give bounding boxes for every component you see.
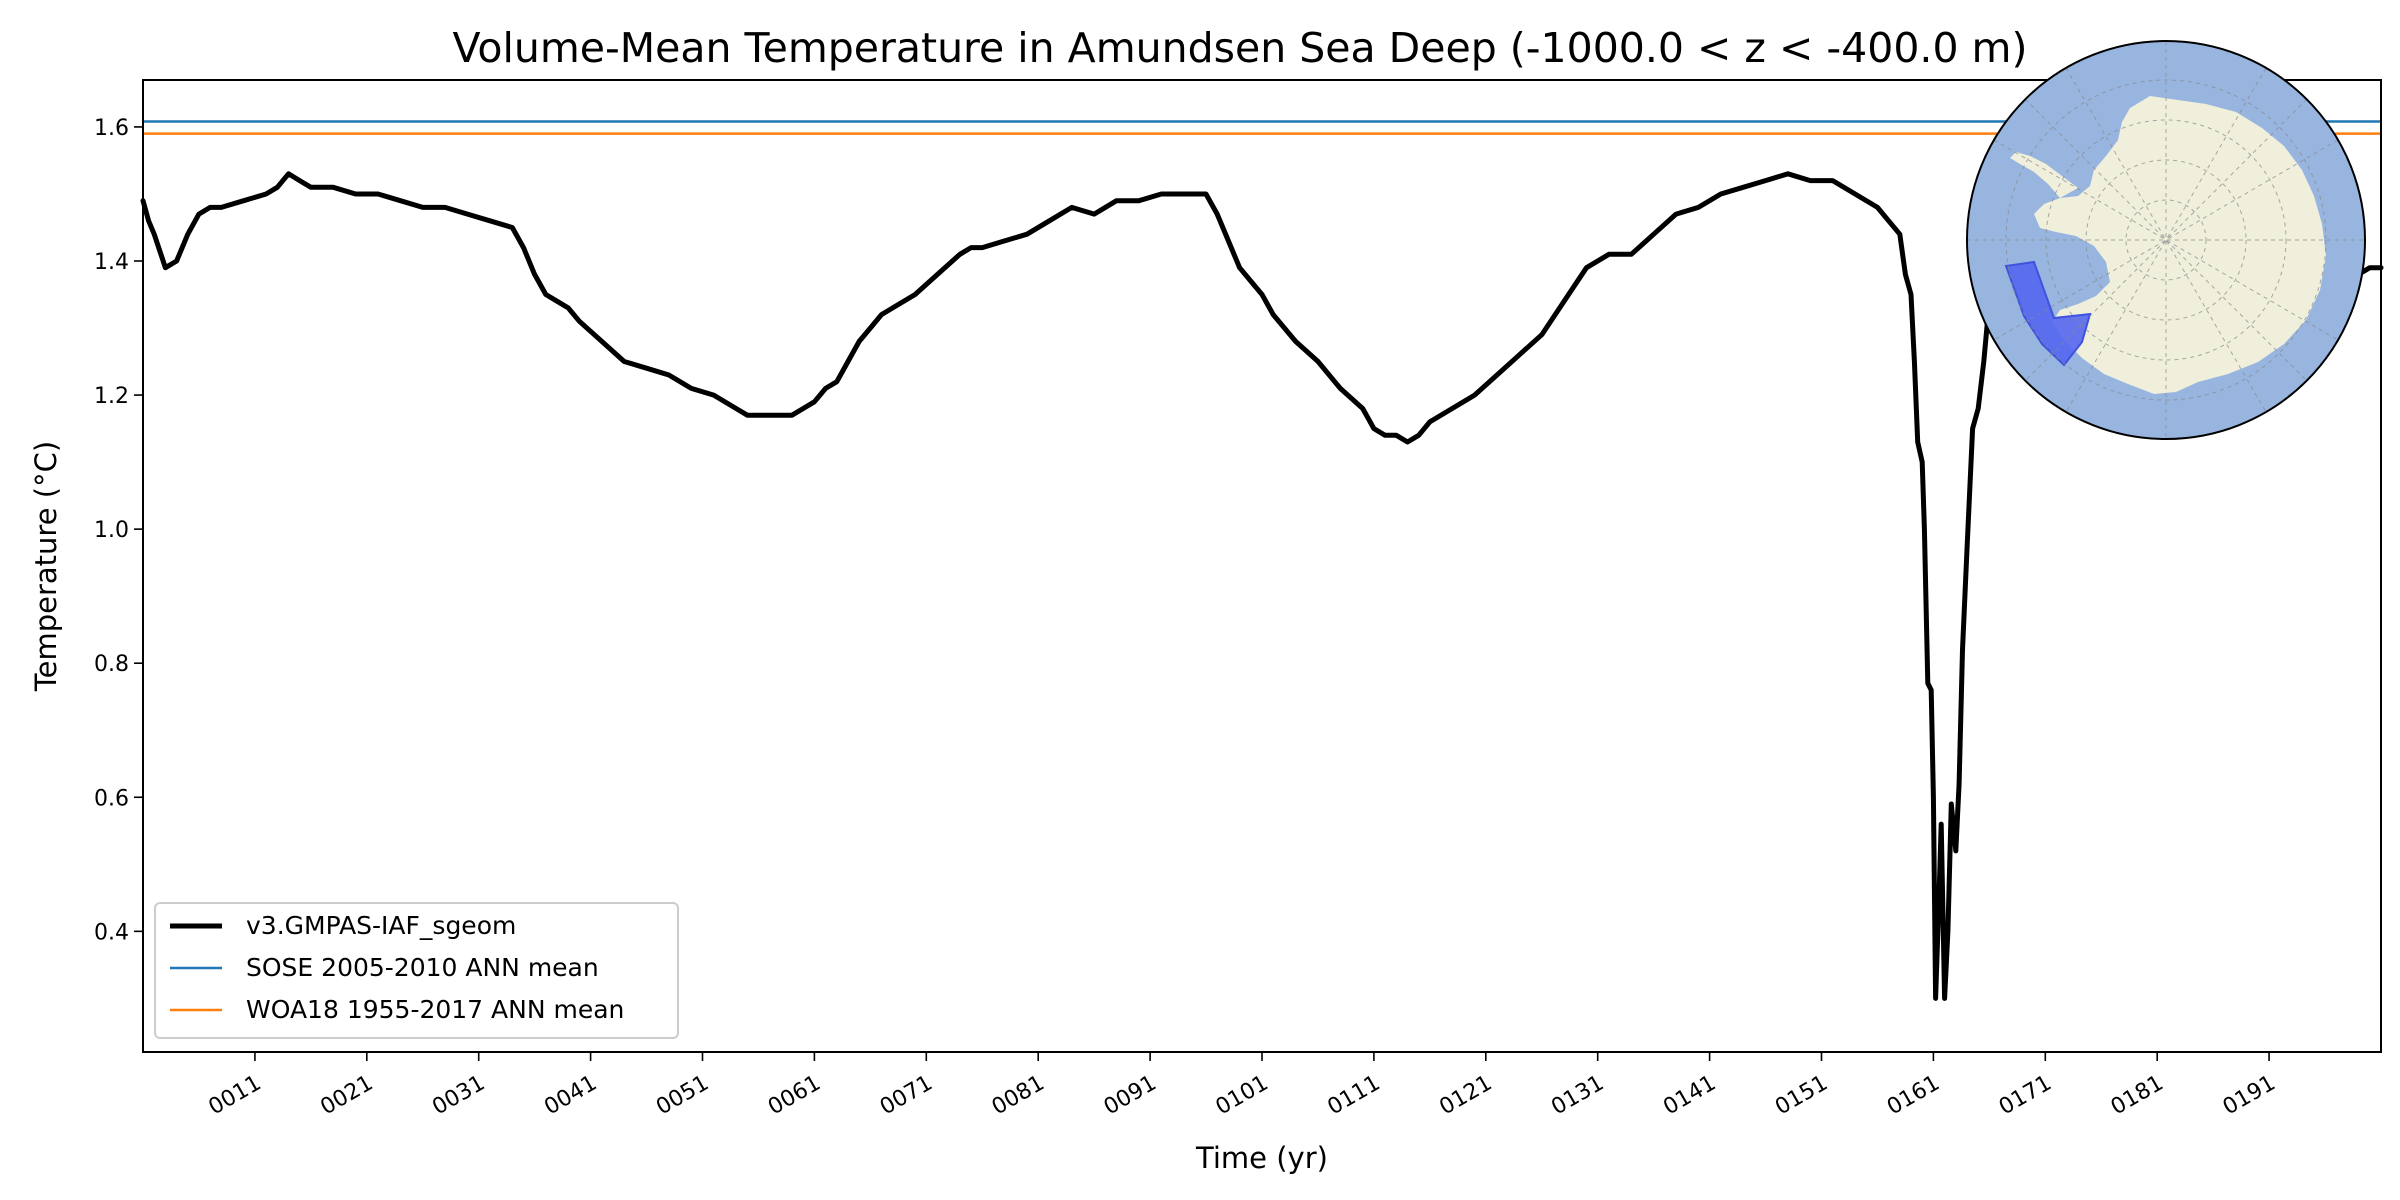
plot-frame	[142, 79, 2382, 1053]
legend-label-model: v3.GMPAS-IAF_sgeom	[246, 911, 516, 940]
legend-label-woa: WOA18 1955-2017 ANN mean	[246, 995, 624, 1024]
y-tick-label: 0.6	[94, 786, 129, 811]
antarctic-peninsula	[2010, 152, 2078, 198]
legend: v3.GMPAS-IAF_sgeom SOSE 2005-2010 ANN me…	[154, 902, 679, 1039]
legend-label-sose: SOSE 2005-2010 ANN mean	[246, 953, 599, 982]
data-series	[140, 171, 2384, 1001]
legend-box	[154, 902, 679, 1039]
graticule	[1967, 41, 2365, 439]
y-tick-label: 0.8	[94, 652, 129, 677]
y-tick-label: 1.2	[94, 384, 129, 409]
model-temperature-line	[140, 171, 2384, 1001]
antarctica-landmass	[2034, 96, 2326, 394]
y-tick-label: 1.4	[94, 250, 129, 275]
antarctica-inset-map	[1966, 40, 2366, 440]
chart-title: Volume-Mean Temperature in Amundsen Sea …	[453, 24, 2028, 72]
inset-border	[1966, 40, 2366, 440]
y-tick-label: 0.4	[94, 920, 129, 945]
y-axis-label: Temperature (°C)	[29, 441, 63, 692]
y-tick-label: 1.0	[94, 518, 129, 543]
amundsen-sea-region	[2004, 260, 2092, 367]
y-axis-ticks: 0.4 0.6 0.8 1.0 1.2 1.4 1.6	[94, 116, 143, 945]
x-axis-label: Time (yr)	[1195, 1141, 1328, 1175]
y-tick-label: 1.6	[94, 116, 129, 141]
